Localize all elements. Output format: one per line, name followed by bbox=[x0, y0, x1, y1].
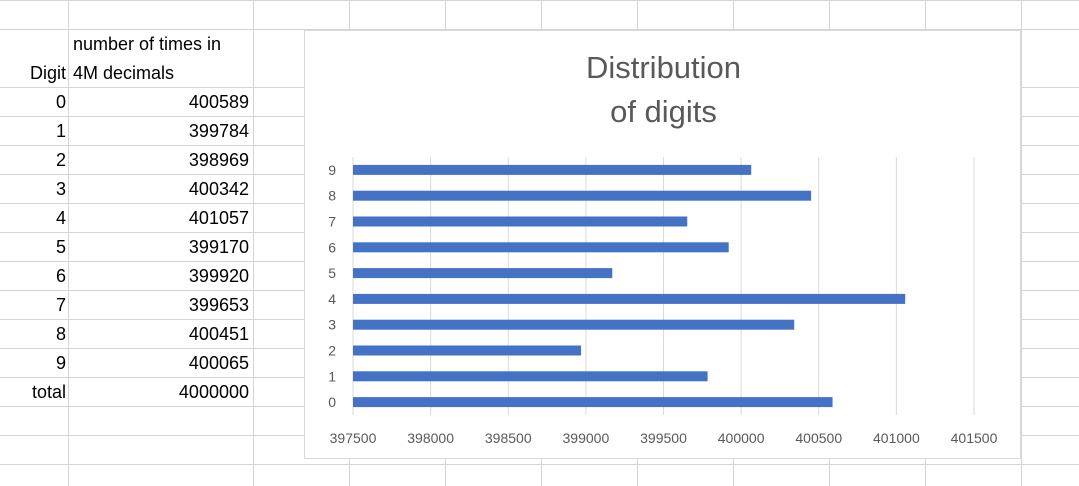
count-cell[interactable]: 399170 bbox=[188, 237, 249, 257]
y-tick-label: 5 bbox=[328, 265, 336, 281]
bar-chart[interactable]: Distribution of digits 0 1 2 3 4 5 6 7 8 9 397500… bbox=[304, 30, 1021, 459]
count-cell[interactable]: 399784 bbox=[188, 121, 249, 141]
digit-cell[interactable]: 6 bbox=[55, 266, 66, 286]
x-tick-label: 401000 bbox=[873, 430, 920, 446]
x-tick-label: 400000 bbox=[718, 430, 765, 446]
digit-header[interactable]: Digit bbox=[29, 63, 66, 83]
bar-digit-9[interactable] bbox=[353, 164, 752, 175]
y-tick-label: 1 bbox=[328, 368, 336, 384]
x-tick-label: 399000 bbox=[563, 430, 610, 446]
chart-plot-area: 0 1 2 3 4 5 6 7 8 9 397500 398000 398500 399000 39950… bbox=[328, 157, 998, 446]
digit-cell[interactable]: 7 bbox=[55, 295, 66, 315]
y-tick-label: 7 bbox=[328, 214, 336, 230]
y-tick-label: 6 bbox=[328, 239, 336, 255]
x-tick-label: 399500 bbox=[640, 430, 687, 446]
digit-cell[interactable]: 2 bbox=[55, 150, 66, 170]
y-tick-label: 4 bbox=[328, 291, 336, 307]
count-header-line1[interactable]: number of times in bbox=[73, 34, 222, 54]
y-tick-label: 2 bbox=[328, 343, 336, 359]
x-tick-label: 398500 bbox=[485, 430, 532, 446]
total-value-cell[interactable]: 4000000 bbox=[178, 382, 249, 402]
bar-digit-0[interactable] bbox=[353, 397, 833, 408]
digit-cell[interactable]: 0 bbox=[55, 92, 66, 112]
count-cell[interactable]: 401057 bbox=[188, 208, 249, 228]
x-tick-label: 397500 bbox=[330, 430, 377, 446]
digit-cell[interactable]: 9 bbox=[55, 353, 66, 373]
count-cell[interactable]: 400342 bbox=[188, 179, 249, 199]
y-tick-label: 3 bbox=[328, 317, 336, 333]
y-tick-label: 9 bbox=[328, 162, 336, 178]
total-label-cell[interactable]: total bbox=[31, 382, 66, 402]
bar-digit-4[interactable] bbox=[353, 293, 906, 304]
digit-cell[interactable]: 5 bbox=[55, 237, 66, 257]
bar-digit-7[interactable] bbox=[353, 216, 688, 227]
x-tick-label: 398000 bbox=[407, 430, 454, 446]
count-cell[interactable]: 400451 bbox=[188, 324, 249, 344]
x-tick-label: 401500 bbox=[951, 430, 998, 446]
chart-title-line2[interactable]: of digits bbox=[610, 94, 717, 129]
bar-digit-1[interactable] bbox=[353, 371, 708, 382]
bar-digit-8[interactable] bbox=[353, 190, 812, 201]
count-cell[interactable]: 400065 bbox=[188, 353, 249, 373]
bar-digit-2[interactable] bbox=[353, 345, 582, 356]
digit-cell[interactable]: 4 bbox=[55, 208, 66, 228]
y-tick-label: 0 bbox=[328, 394, 336, 410]
digit-cell[interactable]: 8 bbox=[55, 324, 66, 344]
count-cell[interactable]: 400589 bbox=[188, 92, 249, 112]
digit-cell[interactable]: 1 bbox=[55, 121, 66, 141]
bar-digit-6[interactable] bbox=[353, 242, 729, 253]
chart-title-line1[interactable]: Distribution bbox=[585, 50, 742, 85]
digit-cell[interactable]: 3 bbox=[55, 179, 66, 199]
count-cell[interactable]: 398969 bbox=[188, 150, 249, 170]
bar-digit-3[interactable] bbox=[353, 319, 795, 330]
count-header-line2[interactable]: 4M decimals bbox=[73, 63, 175, 83]
x-tick-label: 400500 bbox=[795, 430, 842, 446]
count-cell[interactable]: 399653 bbox=[188, 295, 249, 315]
y-tick-label: 8 bbox=[328, 188, 336, 204]
bar-digit-5[interactable] bbox=[353, 268, 613, 279]
count-cell[interactable]: 399920 bbox=[188, 266, 249, 286]
